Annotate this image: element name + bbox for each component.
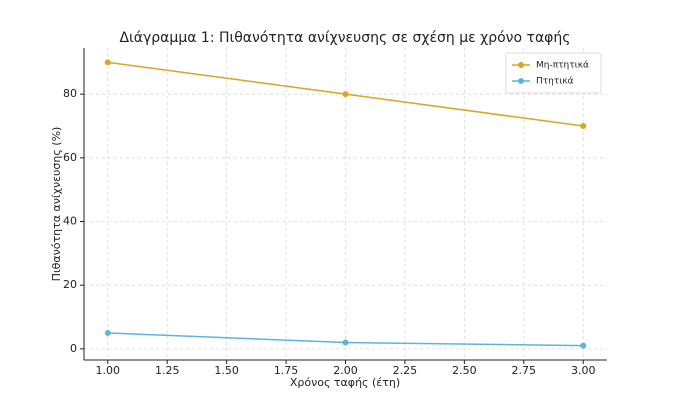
data-point (580, 123, 587, 129)
x-tick-label: 2.25 (393, 364, 418, 377)
chart-title: Διάγραμμα 1: Πιθανότητα ανίχνευσης σε σχ… (119, 30, 570, 46)
legend-marker (518, 78, 524, 84)
legend-label: Πτητικά (536, 77, 574, 87)
legend-marker (518, 62, 524, 68)
y-tick-label: 80 (63, 87, 77, 100)
x-tick-label: 2.75 (512, 364, 537, 377)
y-tick-label: 40 (63, 215, 77, 228)
y-axis-label: Πιθανότητα ανίχνευσης (%) (50, 127, 63, 282)
data-point (104, 329, 111, 336)
data-point (342, 91, 349, 98)
x-axis-label: Χρόνος ταφής (έτη) (290, 376, 400, 389)
legend-label: Μη-πτητικά (536, 61, 589, 71)
y-tick-label: 20 (63, 278, 77, 291)
x-tick-label: 1.25 (155, 364, 180, 377)
x-tick-label: 1.00 (96, 364, 121, 377)
y-tick-label: 60 (63, 151, 77, 164)
x-tick-label: 2.50 (452, 364, 477, 377)
data-point (104, 59, 111, 66)
y-tick-label: 0 (70, 342, 77, 355)
legend-box (505, 52, 602, 94)
data-point (342, 339, 349, 346)
x-tick-label: 2.00 (333, 364, 358, 377)
x-tick-label: 1.75 (274, 364, 299, 377)
x-tick-label: 3.00 (571, 364, 596, 377)
data-point (580, 342, 587, 349)
x-tick-label: 1.50 (214, 364, 239, 377)
